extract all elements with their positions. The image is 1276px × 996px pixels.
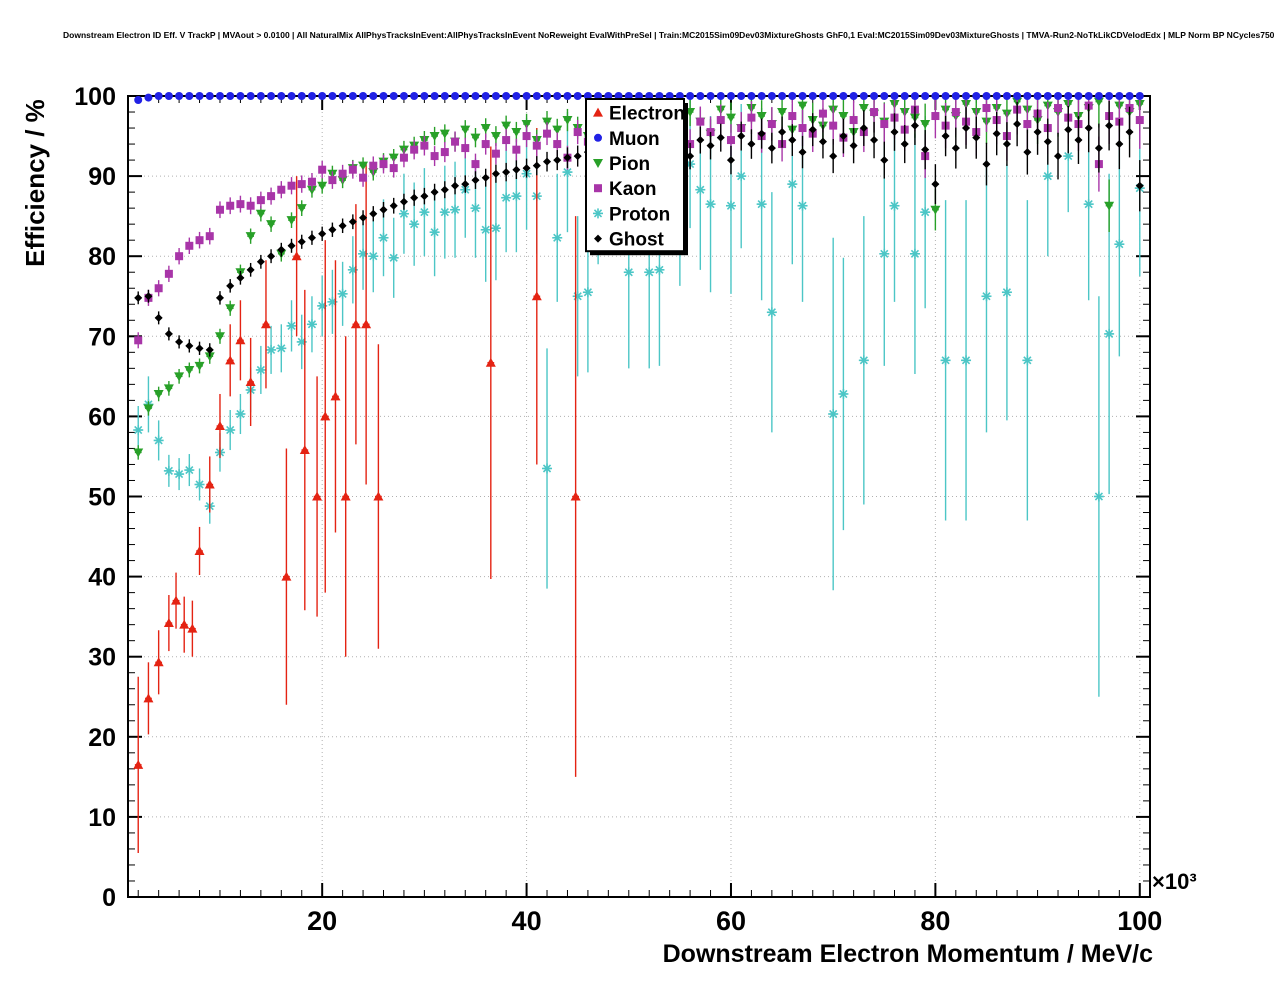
x-axis: 20 40 60 80 100 bbox=[137, 96, 1162, 936]
svg-text:60: 60 bbox=[88, 403, 116, 431]
legend-label-electron: Electron bbox=[609, 104, 685, 125]
series-muon bbox=[134, 92, 1144, 105]
svg-text:90: 90 bbox=[88, 163, 116, 191]
legend-label-kaon: Kaon bbox=[609, 179, 657, 200]
plot-title: Downstream Electron ID Eff. V TrackP | M… bbox=[63, 30, 1276, 40]
svg-text:0: 0 bbox=[102, 884, 116, 912]
legend-label-proton: Proton bbox=[609, 204, 670, 225]
legend-label-ghost: Ghost bbox=[609, 230, 665, 251]
svg-text:100: 100 bbox=[1117, 906, 1162, 936]
y-axis-title: Efficiency / % bbox=[20, 99, 50, 267]
x-axis-exponent: ×10³ bbox=[1152, 869, 1197, 894]
svg-text:40: 40 bbox=[88, 564, 116, 592]
svg-text:100: 100 bbox=[74, 83, 116, 111]
svg-text:30: 30 bbox=[88, 644, 116, 672]
svg-text:20: 20 bbox=[307, 906, 337, 936]
svg-text:60: 60 bbox=[716, 906, 746, 936]
series-ghost bbox=[134, 100, 1144, 357]
svg-text:40: 40 bbox=[512, 906, 542, 936]
svg-text:80: 80 bbox=[920, 906, 950, 936]
y-axis: 0 10 20 30 40 50 60 70 80 90 100 bbox=[74, 83, 1150, 912]
legend-label-pion: Pion bbox=[609, 154, 650, 175]
series-electron bbox=[133, 128, 581, 853]
legend: Electron Muon Pion Kaon Proton Ghost bbox=[585, 98, 688, 256]
legend-label-muon: Muon bbox=[609, 129, 660, 150]
svg-text:10: 10 bbox=[88, 804, 116, 832]
svg-text:20: 20 bbox=[88, 724, 116, 752]
axis-titles: Downstream Electron Momentum / MeV/c Effi… bbox=[20, 99, 1197, 968]
svg-text:80: 80 bbox=[88, 243, 116, 271]
x-axis-title: Downstream Electron Momentum / MeV/c bbox=[663, 940, 1153, 968]
svg-text:70: 70 bbox=[88, 323, 116, 351]
svg-text:50: 50 bbox=[88, 484, 116, 512]
